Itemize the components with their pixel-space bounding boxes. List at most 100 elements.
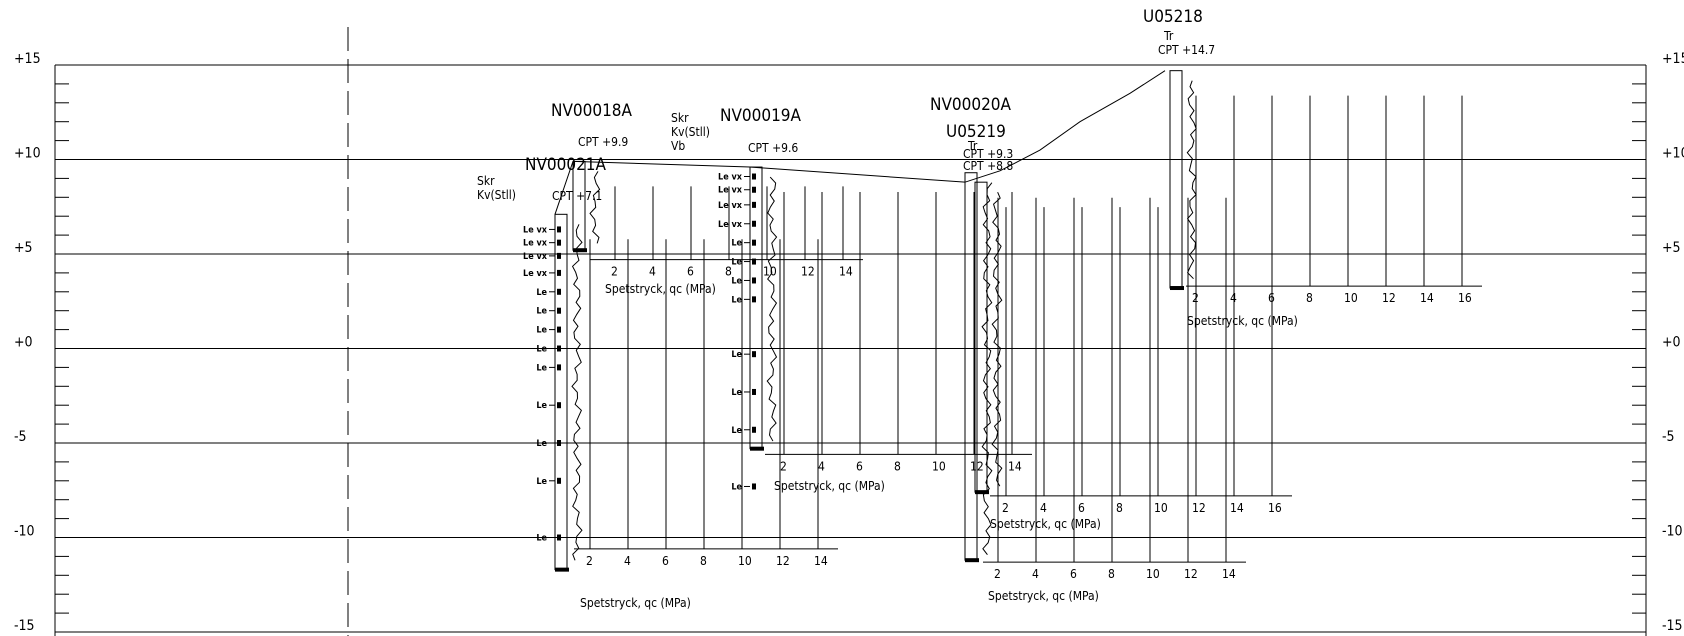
soil-sample-mark <box>752 483 756 490</box>
soil-label: Le <box>731 239 742 249</box>
elevation-label-right: -5 <box>1662 429 1675 445</box>
qc-tick-label: 16 <box>1458 291 1472 305</box>
elevation-label-right: +10 <box>1662 146 1684 162</box>
borehole-column <box>749 166 763 450</box>
soil-sample-mark <box>752 277 756 284</box>
qc-tick-label: 12 <box>1382 291 1396 305</box>
qc-tick-label: 8 <box>894 459 901 473</box>
strata-label: Tr <box>967 139 978 153</box>
soil-sample-mark <box>557 269 561 276</box>
soil-sample-mark <box>557 226 561 233</box>
qc-tick-label: 6 <box>856 459 863 473</box>
soil-sample-mark <box>752 186 756 193</box>
qc-tick-label: 14 <box>1420 291 1434 305</box>
strata-label: Skr <box>671 111 689 125</box>
soil-label: Le <box>731 482 742 492</box>
elevation-label-right: +5 <box>1662 240 1681 256</box>
qc-axis-title: Spetstryck, qc (MPa) <box>990 517 1101 531</box>
qc-tick-label: 10 <box>1154 501 1168 515</box>
borehole-column <box>554 213 568 571</box>
soil-label: Le <box>731 426 742 436</box>
qc-tick-label: 12 <box>801 265 815 279</box>
qc-tick-label: 12 <box>1184 567 1198 581</box>
elevation-label-left: +10 <box>14 146 41 162</box>
qc-tick-label: 8 <box>700 554 707 568</box>
qc-tick-label: 6 <box>1078 501 1085 515</box>
elevation-label-left: -10 <box>14 524 35 540</box>
borehole-u05218: U05218 CPT +14.7Tr 2 4 6 8 10 12 14 16 Spetstryck,… <box>1143 7 1482 328</box>
qc-tick-label: 6 <box>662 554 669 568</box>
soil-label: Le <box>731 258 742 268</box>
soil-sample-mark <box>557 326 561 333</box>
elevation-label-right: -15 <box>1662 618 1683 634</box>
soil-label: Le <box>536 439 547 449</box>
qc-tick-label: 12 <box>1192 501 1206 515</box>
elevation-label-left: -15 <box>14 618 35 634</box>
soil-label: Le vx <box>718 220 743 230</box>
soil-label: Le vx <box>523 269 548 279</box>
elevation-label-left: +0 <box>14 335 33 351</box>
soil-sample-mark <box>557 402 561 409</box>
cpt-level-label: CPT +14.7 <box>1158 43 1215 57</box>
soil-sample-mark <box>557 345 561 352</box>
soil-label: Le <box>536 363 547 373</box>
qc-tick-label: 14 <box>839 265 853 279</box>
soil-label: Le <box>536 307 547 317</box>
soil-sample-mark <box>752 220 756 227</box>
qc-tick-label: 6 <box>1268 291 1275 305</box>
qc-tick-label: 14 <box>1230 501 1244 515</box>
borehole-u05219: U05219 CPT +8.8 2 4 6 8 10 12 14 16 Spetstryck, qc… <box>946 122 1292 531</box>
qc-tick-label: 8 <box>1108 567 1115 581</box>
strata-label: Skr <box>477 174 495 188</box>
qc-tick-label: 4 <box>1230 291 1237 305</box>
qc-trace <box>1186 80 1197 280</box>
elevation-label-left: +5 <box>14 240 33 256</box>
qc-tick-label: 8 <box>1306 291 1313 305</box>
qc-tick-label: 2 <box>780 459 787 473</box>
qc-tick-label: 2 <box>611 265 618 279</box>
qc-tick-label: 4 <box>1040 501 1047 515</box>
cpt-level-label: CPT +8.8 <box>963 159 1013 173</box>
qc-tick-label: 4 <box>649 265 656 279</box>
soil-label: Le <box>536 345 547 355</box>
soil-label: Le <box>536 477 547 487</box>
qc-axis-title: Spetstryck, qc (MPa) <box>774 479 885 493</box>
borehole-id: NV00021A <box>525 155 607 175</box>
soil-sample-mark <box>752 173 756 180</box>
qc-axis-title: Spetstryck, qc (MPa) <box>605 282 716 296</box>
elevation-label-left: +15 <box>14 51 41 67</box>
section-frame <box>54 64 1647 636</box>
qc-axis-title: Spetstryck, qc (MPa) <box>988 589 1099 603</box>
soil-label: Le vx <box>523 239 548 249</box>
qc-tick-label: 4 <box>818 459 825 473</box>
elevation-label-right: -10 <box>1662 524 1683 540</box>
elevation-label-right: +15 <box>1662 51 1684 67</box>
qc-tick-label: 16 <box>1268 501 1282 515</box>
soil-sample-mark <box>557 307 561 314</box>
qc-tick-label: 4 <box>1032 567 1039 581</box>
qc-tick-label: 2 <box>1192 291 1199 305</box>
borehole-id: U05218 <box>1143 7 1203 27</box>
qc-tick-label: 10 <box>1344 291 1358 305</box>
qc-tick-label: 8 <box>1116 501 1123 515</box>
soil-sample-mark <box>752 296 756 303</box>
soil-sample-mark <box>752 351 756 358</box>
qc-tick-label: 4 <box>624 554 631 568</box>
soil-label: Le <box>731 388 742 398</box>
strata-label: Tr <box>1163 29 1174 43</box>
qc-tick-label: 2 <box>994 567 1001 581</box>
soil-label: Le <box>731 350 742 360</box>
soil-label: Le vx <box>718 173 743 183</box>
soil-sample-mark <box>752 388 756 395</box>
soil-sample-mark <box>752 426 756 433</box>
soil-label: Le <box>731 295 742 305</box>
soil-sample-mark <box>557 534 561 541</box>
borehole-column <box>1169 70 1183 289</box>
cpt-level-label: CPT +7.1 <box>552 189 602 203</box>
qc-trace <box>991 191 1003 487</box>
qc-tick-label: 14 <box>1008 459 1022 473</box>
strata-label: Kv(Stll) <box>477 188 516 202</box>
